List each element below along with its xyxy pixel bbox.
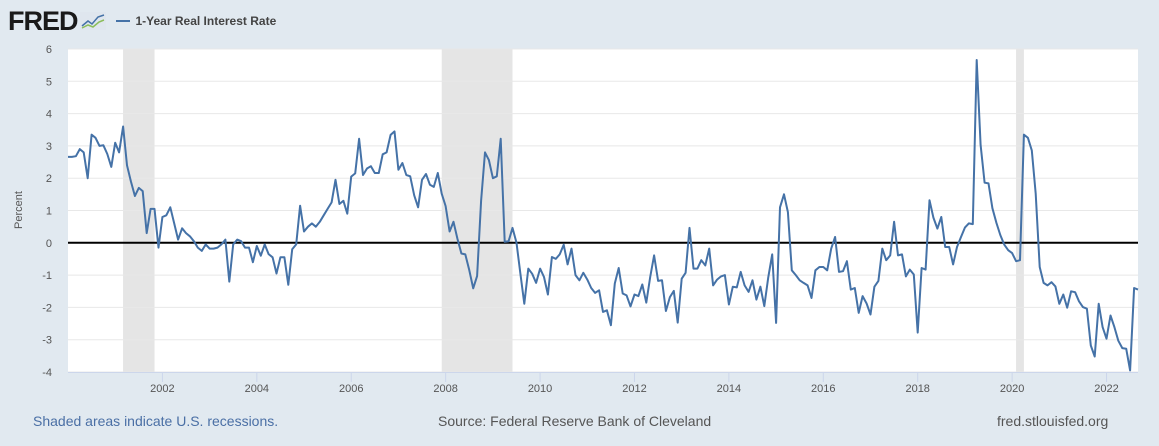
x-tick-label: 2004: [245, 383, 269, 395]
y-tick-label: -2: [42, 302, 52, 314]
legend-label: 1-Year Real Interest Rate: [135, 14, 277, 28]
site-link[interactable]: fred.stlouisfed.org: [997, 413, 1109, 429]
x-tick-label: 2006: [339, 383, 363, 395]
x-tick-label: 2014: [717, 383, 741, 395]
fred-logo-graph-icon: [79, 12, 106, 30]
y-tick-label: 6: [46, 44, 52, 56]
recessions-note[interactable]: Shaded areas indicate U.S. recessions.: [33, 413, 279, 429]
x-tick-label: 2012: [622, 383, 646, 395]
y-tick-label: 5: [46, 76, 52, 88]
y-tick-label: -4: [42, 367, 52, 379]
y-tick-label: 2: [46, 173, 52, 185]
x-tick-label: 2008: [433, 383, 457, 395]
y-tick-label: 3: [46, 141, 52, 153]
source-note: Source: Federal Reserve Bank of Clevelan…: [438, 413, 712, 429]
chart-header: FRED 1-Year Real Interest Rate: [8, 6, 276, 36]
x-tick-label: 2010: [528, 383, 552, 395]
legend-line-swatch: [115, 20, 130, 22]
x-tick-label: 2018: [905, 383, 929, 395]
series-line-1-year-real-interest-rate: [68, 59, 1139, 372]
x-tick-label: 2002: [150, 383, 174, 395]
y-tick-label: -3: [42, 335, 52, 347]
y-tick-label: 0: [46, 238, 52, 250]
y-tick-label: 4: [46, 109, 52, 121]
fred-logo[interactable]: FRED: [8, 5, 78, 36]
y-tick-label: -1: [42, 270, 52, 282]
legend[interactable]: 1-Year Real Interest Rate: [115, 14, 277, 28]
x-tick-label: 2022: [1094, 383, 1118, 395]
x-tick-label: 2020: [1000, 383, 1024, 395]
x-tick-label: 2016: [811, 383, 835, 395]
y-tick-label: 1: [46, 206, 52, 218]
y-axis-label: Percent: [13, 191, 25, 229]
